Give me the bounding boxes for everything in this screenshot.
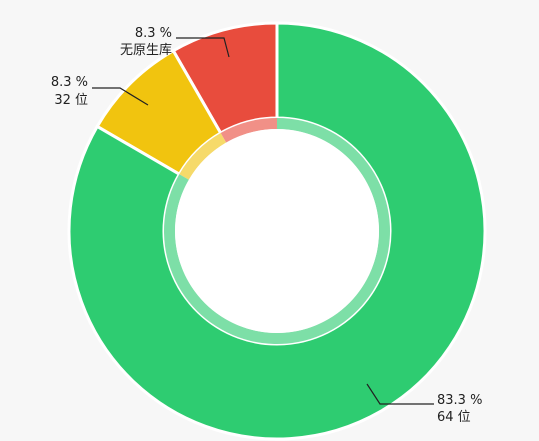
- inner-ring-segment-1: [179, 133, 227, 180]
- slice-percent-label-0: 8.3 %: [135, 26, 172, 41]
- leader-line-2: [366, 383, 434, 405]
- slice-percent-label-2: 83.3 %: [437, 393, 482, 408]
- slice-name-label-2: 64 位: [437, 410, 471, 425]
- inner-ring-layer: [164, 117, 390, 344]
- slice-name-label-0: 无原生库: [120, 42, 172, 58]
- slices-layer: [67, 21, 487, 441]
- donut-hole: [175, 129, 379, 333]
- slice-name-label-1: 32 位: [54, 93, 88, 108]
- slice-percent-label-1: 8.3 %: [51, 75, 88, 90]
- leaders-layer: [92, 37, 434, 405]
- leader-line-1: [92, 87, 149, 106]
- inner-ring-segment-0: [220, 118, 277, 143]
- leader-line-0: [176, 37, 230, 58]
